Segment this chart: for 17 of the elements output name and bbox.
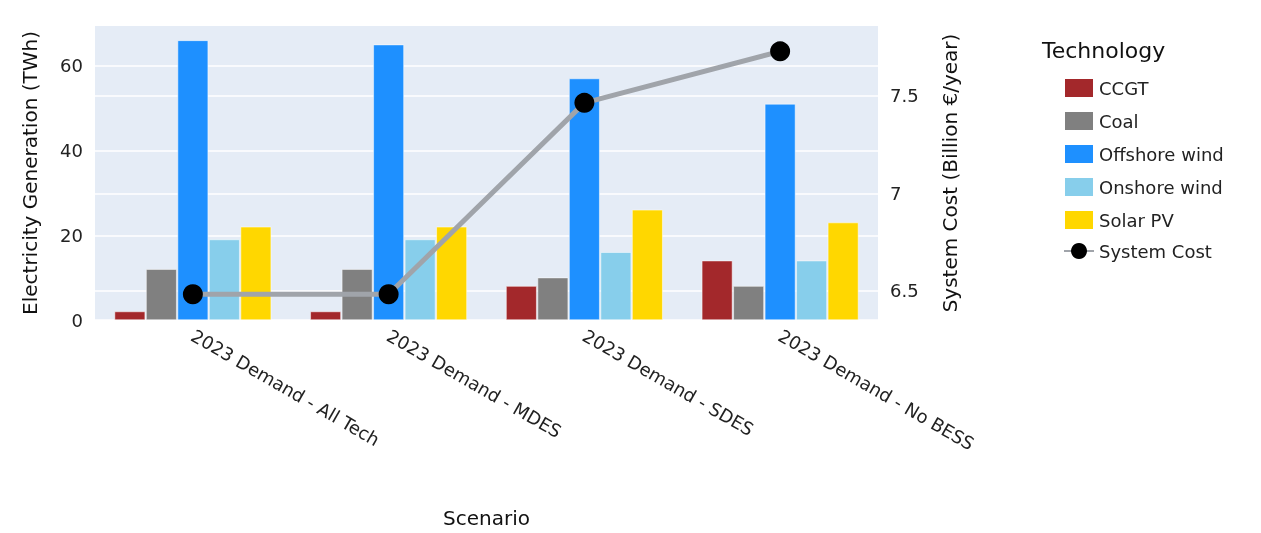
legend-label: Onshore wind	[1099, 176, 1223, 198]
y-tick-label: 20	[60, 224, 83, 246]
legend-label: CCGT	[1099, 77, 1150, 99]
legend-label: Offshore wind	[1099, 143, 1224, 165]
y-tick-label: 40	[60, 140, 83, 162]
y-tick-label: 60	[60, 55, 83, 77]
y2-tick-label: 7	[890, 182, 902, 204]
legend-label: System Cost	[1099, 240, 1212, 262]
y2-axis-title: System Cost (Billion €/year)	[938, 33, 962, 313]
legend-title: Technology	[1041, 37, 1166, 63]
legend-label: Solar PV	[1099, 209, 1175, 231]
y-axis-title: Electricity Generation (TWh)	[18, 31, 42, 315]
legend-label: Coal	[1099, 110, 1139, 132]
y-tick-label: 0	[71, 309, 83, 331]
x-axis-title: Scenario	[443, 506, 530, 530]
y2-tick-label: 6.5	[890, 280, 919, 302]
y2-tick-label: 7.5	[890, 85, 919, 107]
